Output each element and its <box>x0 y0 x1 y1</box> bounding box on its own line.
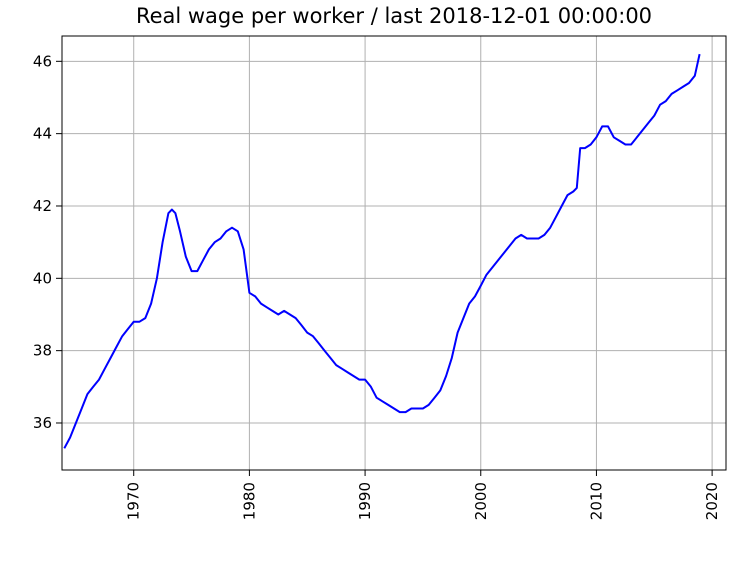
y-tick-label: 36 <box>33 414 52 432</box>
y-tick-label: 38 <box>33 342 52 360</box>
plot-frame <box>61 35 727 471</box>
x-tick-label: 1970 <box>125 482 143 520</box>
y-tick-label: 46 <box>33 52 52 70</box>
y-tick-label: 40 <box>33 269 52 287</box>
series-layer <box>63 53 701 449</box>
x-tick-label: 2020 <box>703 482 721 520</box>
y-tick-labels: 36 38 40 42 44 46 <box>33 52 52 432</box>
x-tick-labels: 1970 1980 1990 2000 2010 2020 <box>125 482 721 520</box>
y-tick-label: 42 <box>33 197 52 215</box>
x-tick-label: 2000 <box>472 482 490 520</box>
x-tick-label: 1990 <box>356 482 374 520</box>
series-line <box>63 53 701 449</box>
chart-title: Real wage per worker / last 2018-12-01 0… <box>135 4 653 28</box>
grid-lines <box>62 36 726 470</box>
x-tick-label: 1980 <box>240 482 258 520</box>
x-tick-label: 2010 <box>587 482 605 520</box>
tick-marks <box>56 60 713 476</box>
y-tick-label: 44 <box>33 125 52 143</box>
